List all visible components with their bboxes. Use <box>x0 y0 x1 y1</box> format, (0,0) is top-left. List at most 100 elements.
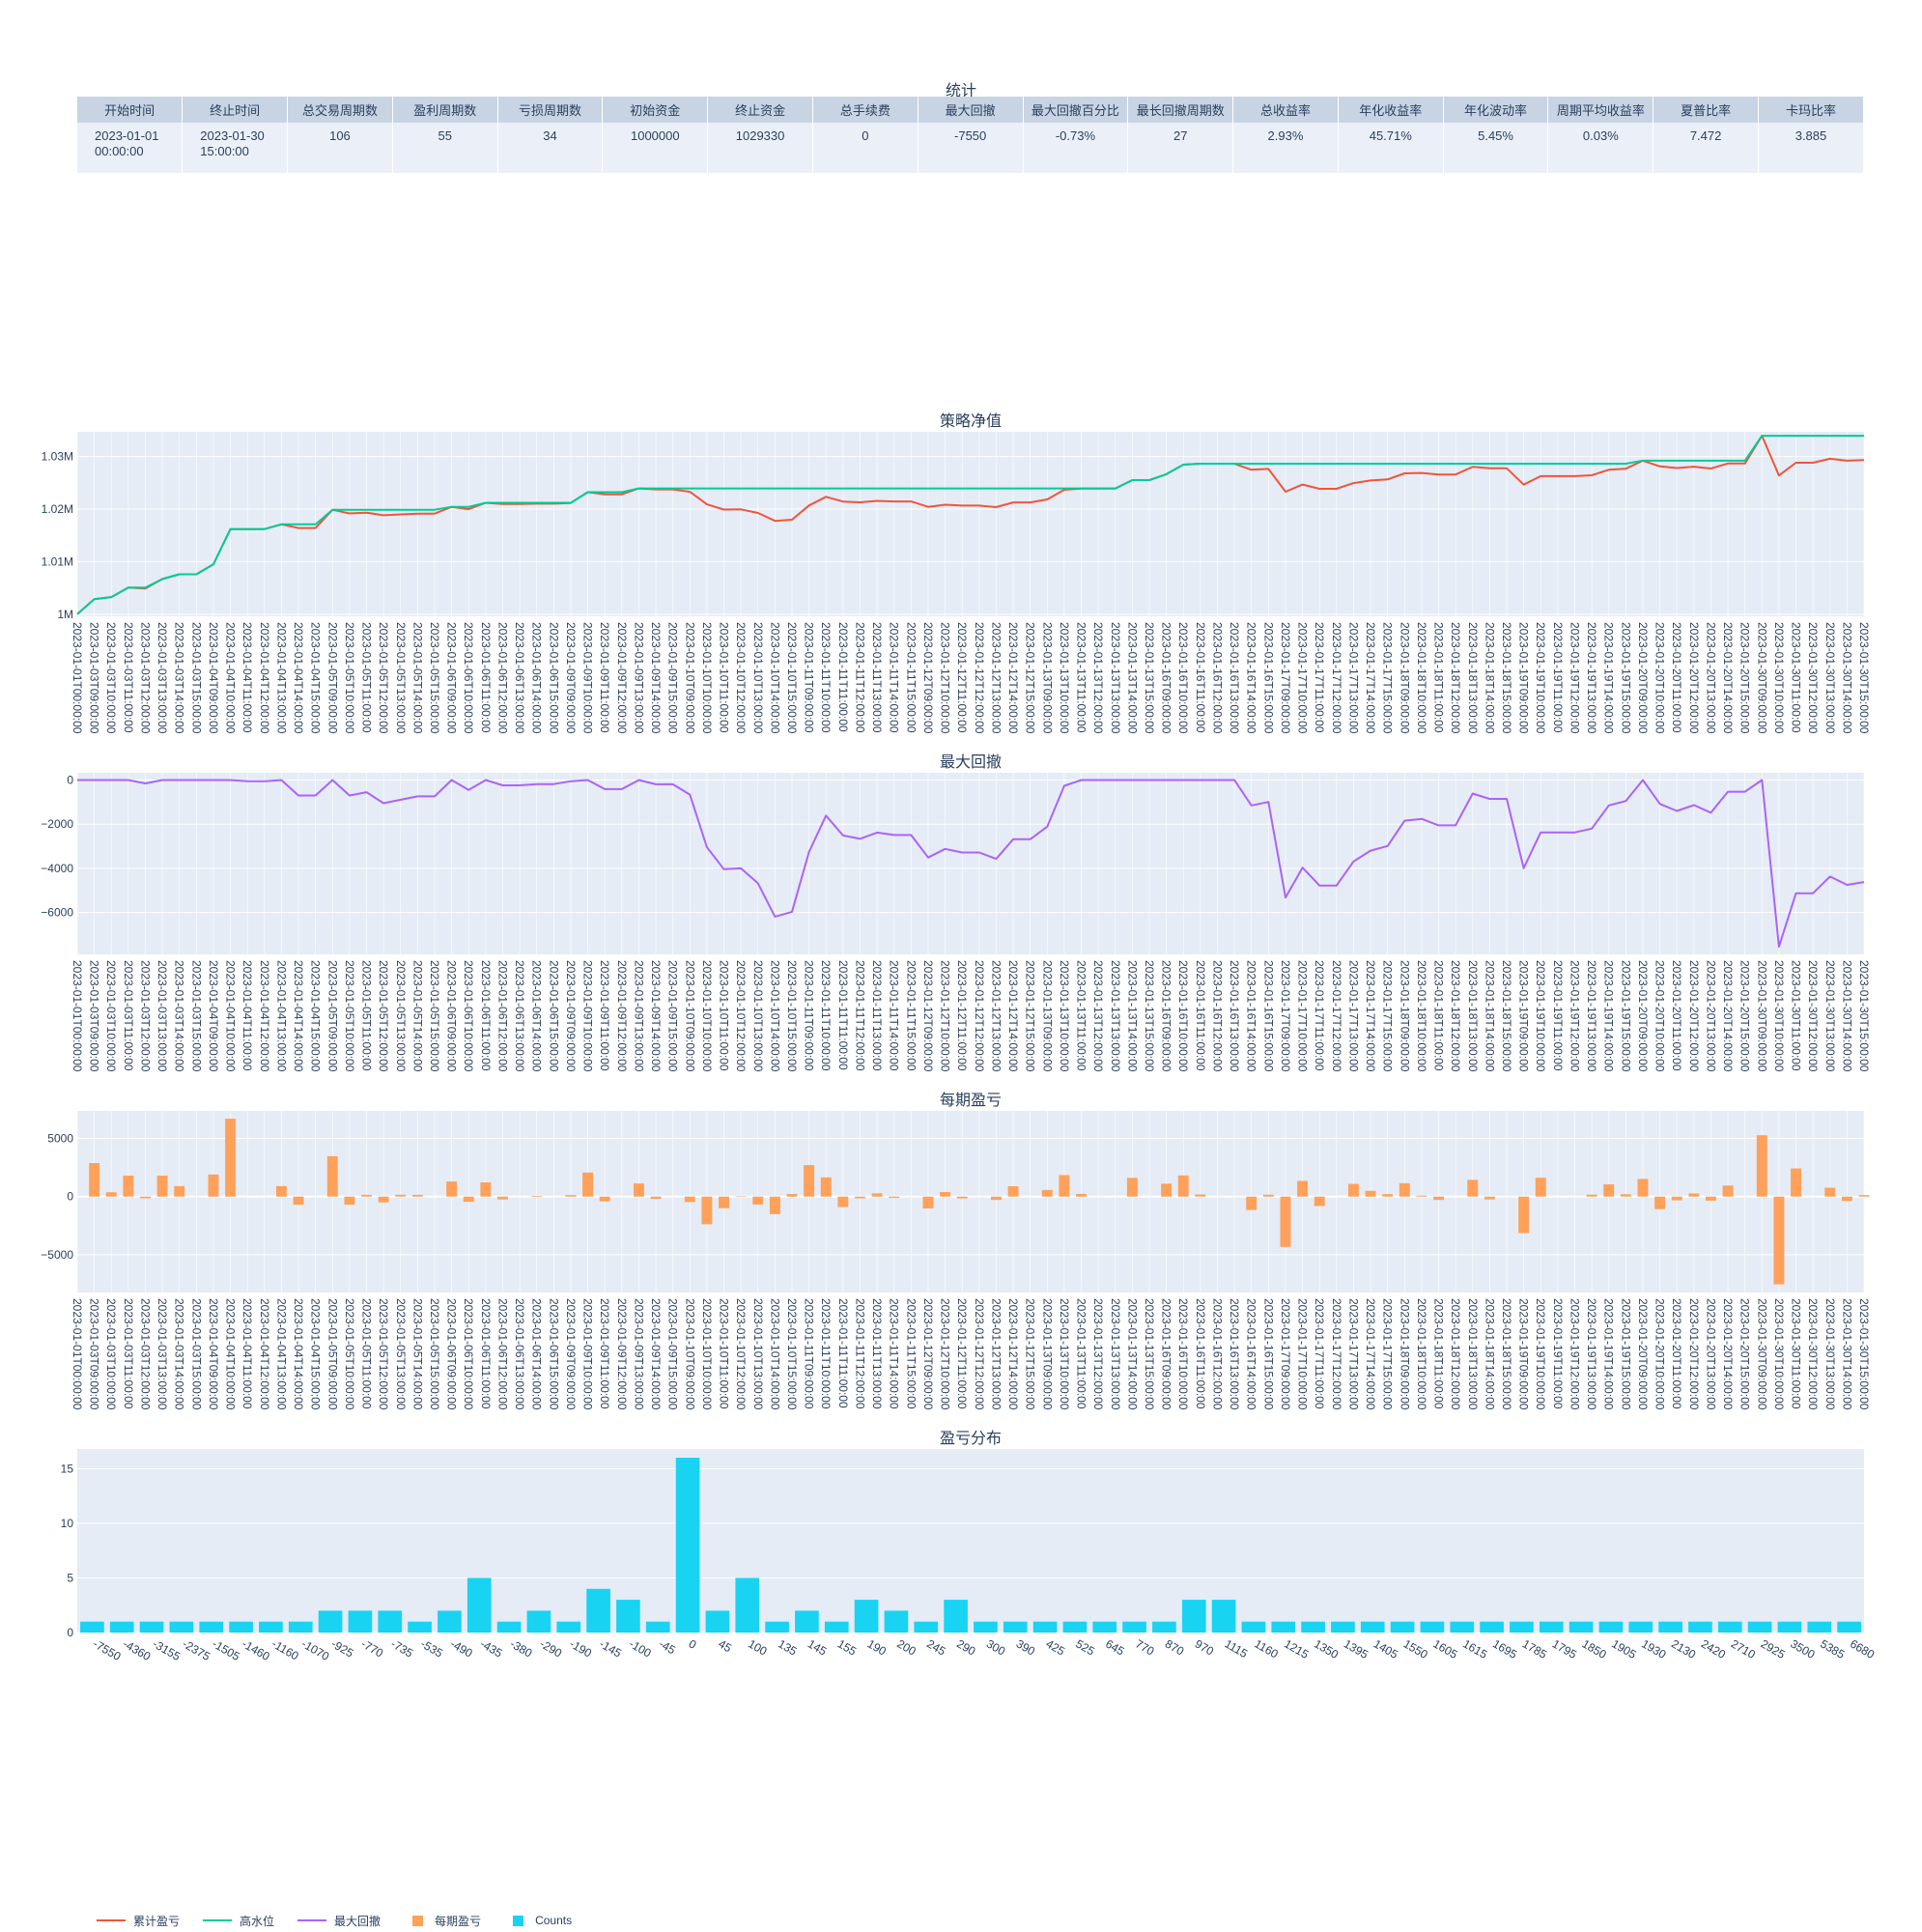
x-tick-label: 2023-01-30T09:00:00 <box>1755 622 1768 734</box>
legend-item[interactable]: 每期盈亏 <box>404 1913 481 1929</box>
x-tick-label: 2023-01-20T11:00:00 <box>1670 960 1683 1071</box>
bar <box>288 1621 313 1633</box>
bar <box>786 1194 798 1197</box>
x-tick-label: 2023-01-03T14:00:00 <box>173 960 186 1072</box>
x-tick-label: 2023-01-19T12:00:00 <box>1568 1298 1581 1410</box>
x-tick-label: 2023-01-05T10:00:00 <box>343 960 356 1072</box>
x-tick-label: 2023-01-09T13:00:00 <box>632 622 645 734</box>
x-tick-label: 2023-01-13T11:00:00 <box>1075 622 1088 733</box>
bar <box>89 1163 100 1197</box>
x-tick-label: 2023-01-03T12:00:00 <box>138 1298 152 1410</box>
x-tick-label: 2023-01-01T00:00:00 <box>71 960 84 1072</box>
x-tick-label: 2023-01-09T11:00:00 <box>598 622 611 733</box>
x-tick-label: 2023-01-11T10:00:00 <box>819 622 833 733</box>
x-tick-label: 2023-01-16T15:00:00 <box>1261 1298 1275 1410</box>
legend-item[interactable]: 累计盈亏 <box>97 1913 180 1929</box>
bar <box>752 1196 764 1205</box>
bar <box>497 1196 508 1200</box>
bar <box>259 1621 283 1633</box>
x-tick-label: 2023-01-05T12:00:00 <box>377 622 390 734</box>
bar <box>446 1181 458 1197</box>
x-tick-label: 2023-01-16T10:00:00 <box>1176 622 1190 734</box>
x-tick-label: 2023-01-04T10:00:00 <box>224 622 238 734</box>
x-tick-label: 2023-01-18T13:00:00 <box>1466 1298 1480 1410</box>
bar <box>565 1195 577 1197</box>
x-tick-label: 2023-01-18T12:00:00 <box>1449 960 1462 1072</box>
x-tick-label: 2023-01-13T09:00:00 <box>1040 1298 1054 1410</box>
bar <box>1152 1621 1176 1633</box>
x-tick-label: 2023-01-19T11:00:00 <box>1551 622 1565 733</box>
x-tick-label: 2023-01-20T11:00:00 <box>1670 622 1683 733</box>
x-tick-label: 2420 <box>1699 1636 1728 1662</box>
x-tick-label: 2023-01-13T15:00:00 <box>1143 960 1156 1072</box>
bar <box>361 1194 372 1197</box>
x-tick-label: 2023-01-12T09:00:00 <box>921 1298 935 1410</box>
bar <box>1360 1621 1385 1633</box>
x-tick-label: 2023-01-30T11:00:00 <box>1790 622 1803 733</box>
x-tick-label: 2023-01-13T11:00:00 <box>1075 1298 1088 1409</box>
stats-header-cell: 初始资金 <box>602 97 709 123</box>
x-tick-label: 2023-01-03T12:00:00 <box>138 622 152 734</box>
x-tick-label: 155 <box>835 1636 860 1658</box>
bar <box>922 1196 934 1208</box>
x-tick-label: 2023-01-13T12:00:00 <box>1091 622 1105 734</box>
x-tick-label: 1350 <box>1312 1636 1341 1662</box>
x-tick-label: 100 <box>746 1636 770 1658</box>
x-tick-label: 2023-01-10T11:00:00 <box>718 1298 731 1409</box>
x-tick-label: 1605 <box>1430 1636 1459 1662</box>
x-tick-label: 2023-01-11T15:00:00 <box>904 1298 918 1409</box>
bar <box>1586 1194 1597 1197</box>
x-tick-label: 2023-01-06T15:00:00 <box>547 1298 560 1410</box>
legend-item[interactable]: 高水位 <box>203 1913 274 1929</box>
x-tick-label: 2023-01-03T14:00:00 <box>173 622 186 734</box>
stats-header-cell: 总收益率 <box>1232 97 1339 123</box>
y-tick-label: 0 <box>67 1626 73 1639</box>
legend[interactable]: 累计盈亏 高水位 最大回撤 每期盈亏 Counts <box>97 1913 595 1928</box>
x-tick-label: 2023-01-16T09:00:00 <box>1160 622 1173 734</box>
bar <box>140 1196 151 1199</box>
x-tick-label: 2023-01-30T13:00:00 <box>1823 960 1837 1072</box>
x-tick-label: 2023-01-10T12:00:00 <box>734 960 748 1072</box>
x-tick-label: 2023-01-11T12:00:00 <box>853 622 866 733</box>
x-tick-label: 2023-01-09T10:00:00 <box>581 622 595 734</box>
x-tick-label: 2023-01-05T12:00:00 <box>377 1298 390 1410</box>
x-tick-label: 290 <box>954 1636 978 1658</box>
x-tick-label: 2023-01-12T12:00:00 <box>973 960 986 1072</box>
y-tick-label: −2000 <box>41 817 73 831</box>
bar <box>1569 1621 1594 1633</box>
x-tick-label: 2023-01-03T13:00:00 <box>155 960 169 1072</box>
bar <box>650 1196 662 1199</box>
bar <box>804 1165 815 1197</box>
legend-item[interactable]: Counts <box>504 1914 572 1927</box>
x-tick-label: 2023-01-19T15:00:00 <box>1619 1298 1632 1410</box>
series-line <box>76 435 1865 615</box>
x-tick-label: -100 <box>627 1636 654 1660</box>
x-tick-label: 135 <box>776 1636 800 1658</box>
x-tick-label: 2023-01-16T14:00:00 <box>1245 622 1258 734</box>
x-tick-label: 2023-01-30T14:00:00 <box>1840 960 1853 1072</box>
x-tick-label: 2023-01-13T13:00:00 <box>1109 960 1122 1072</box>
x-tick-label: 2023-01-05T12:00:00 <box>377 960 390 1072</box>
x-tick-label: 1850 <box>1580 1636 1609 1662</box>
chart-title: 每期盈亏 <box>940 1092 1002 1109</box>
bar <box>914 1621 939 1633</box>
x-tick-label: 2023-01-05T15:00:00 <box>428 1298 441 1410</box>
x-tick-label: 2023-01-16T10:00:00 <box>1176 1298 1190 1410</box>
x-tick-label: 2023-01-17T15:00:00 <box>1381 960 1395 1072</box>
x-tick-label: 2023-01-13T09:00:00 <box>1040 960 1054 1072</box>
legend-item[interactable]: 最大回撤 <box>297 1913 381 1929</box>
x-tick-label: 2023-01-11T10:00:00 <box>819 960 833 1071</box>
bar <box>293 1196 304 1206</box>
x-tick-label: 2023-01-13T11:00:00 <box>1075 960 1088 1071</box>
x-tick-label: -770 <box>358 1636 385 1660</box>
x-tick-label: 2023-01-19T10:00:00 <box>1534 1298 1547 1410</box>
x-tick-label: 2023-01-11T14:00:00 <box>888 960 901 1071</box>
y-tick-label: 10 <box>61 1517 74 1530</box>
x-tick-label: 2023-01-16T13:00:00 <box>1228 960 1241 1072</box>
x-tick-label: 2023-01-17T12:00:00 <box>1330 960 1343 1072</box>
bar <box>466 1577 492 1633</box>
x-tick-label: 1905 <box>1609 1636 1638 1662</box>
x-tick-label: 2023-01-04T12:00:00 <box>258 1298 271 1410</box>
bar <box>1161 1183 1173 1197</box>
x-tick-label: 2023-01-17T15:00:00 <box>1381 622 1395 734</box>
